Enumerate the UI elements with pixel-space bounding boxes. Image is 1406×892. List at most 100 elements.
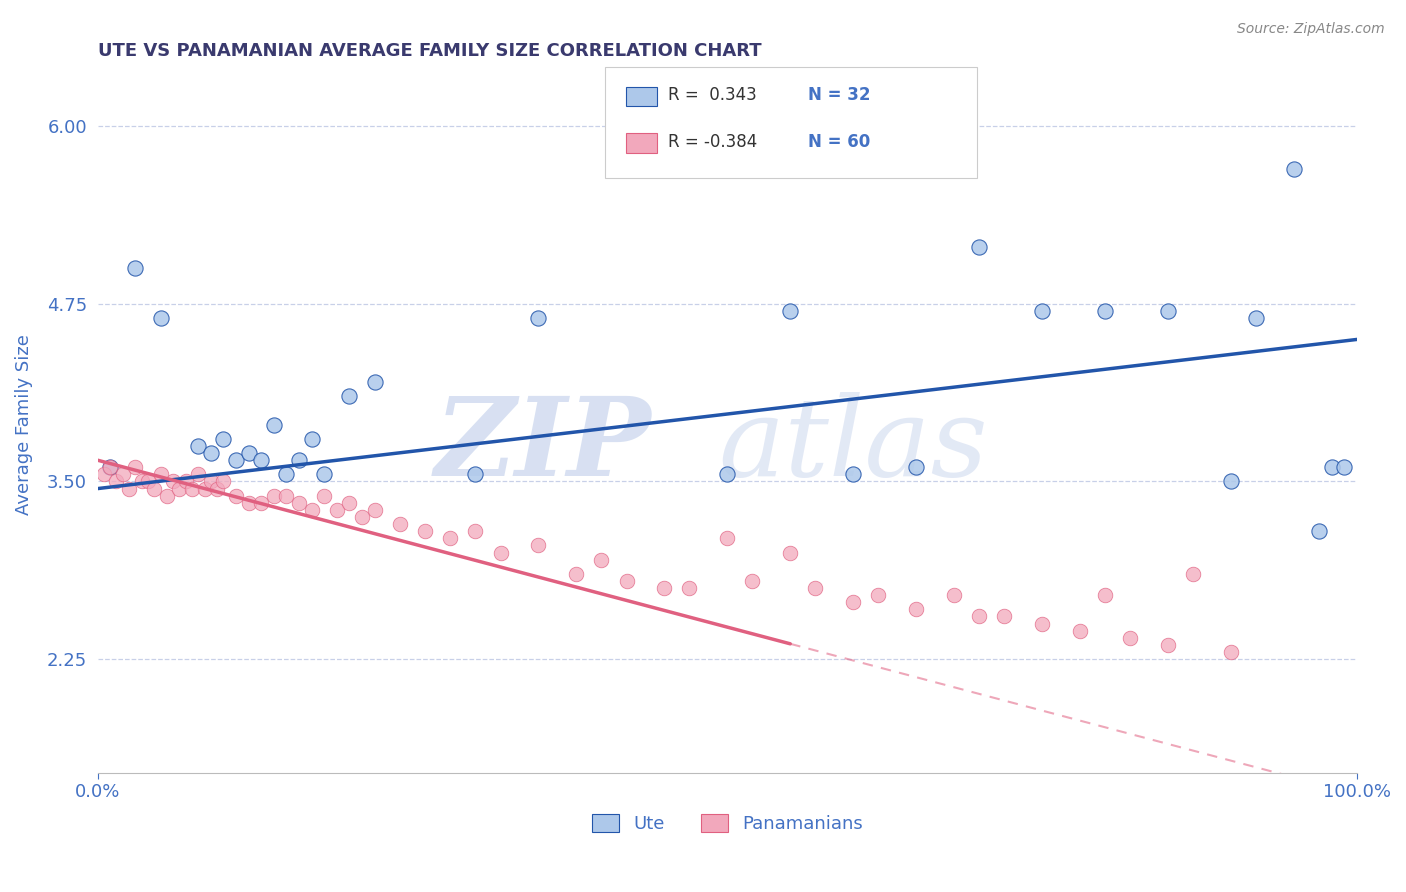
Text: ZIP: ZIP xyxy=(434,392,652,500)
Point xyxy=(124,261,146,276)
Point xyxy=(263,417,285,432)
Point xyxy=(842,467,865,482)
Point xyxy=(225,453,247,467)
Point xyxy=(967,240,990,254)
Point xyxy=(238,446,260,460)
Point xyxy=(205,482,228,496)
Point xyxy=(527,538,550,552)
Point xyxy=(238,496,260,510)
Point xyxy=(905,602,928,616)
Point xyxy=(263,489,285,503)
Point xyxy=(1094,304,1116,318)
Point xyxy=(527,311,550,326)
Point xyxy=(363,375,385,389)
Point xyxy=(1308,524,1330,539)
Point xyxy=(124,460,146,475)
Point xyxy=(98,460,121,475)
Point xyxy=(314,467,336,482)
Point xyxy=(200,475,222,489)
Point xyxy=(194,482,217,496)
Point xyxy=(779,304,801,318)
Point xyxy=(350,510,373,524)
Point xyxy=(301,432,323,446)
Point xyxy=(565,566,588,581)
Point xyxy=(105,475,128,489)
Point xyxy=(187,439,209,453)
Text: N = 32: N = 32 xyxy=(808,87,870,104)
Point xyxy=(288,453,311,467)
Point xyxy=(1157,638,1180,652)
Point xyxy=(967,609,990,624)
Legend: Ute, Panamanians: Ute, Panamanians xyxy=(592,814,863,833)
Point xyxy=(149,467,172,482)
Point xyxy=(1220,475,1243,489)
Point xyxy=(131,475,153,489)
Text: N = 60: N = 60 xyxy=(808,133,870,151)
Point xyxy=(339,496,361,510)
Point xyxy=(1333,460,1355,475)
Point xyxy=(464,524,486,539)
Point xyxy=(413,524,436,539)
Point xyxy=(162,475,184,489)
Point xyxy=(616,574,638,588)
Point xyxy=(388,517,411,532)
Point xyxy=(288,496,311,510)
Point xyxy=(1157,304,1180,318)
Point xyxy=(225,489,247,503)
Point xyxy=(111,467,134,482)
Text: R = -0.384: R = -0.384 xyxy=(668,133,756,151)
Point xyxy=(301,503,323,517)
Point xyxy=(118,482,141,496)
Point xyxy=(489,545,512,559)
Point xyxy=(591,552,613,566)
Text: R =  0.343: R = 0.343 xyxy=(668,87,756,104)
Point xyxy=(779,545,801,559)
Point xyxy=(1220,645,1243,659)
Point xyxy=(363,503,385,517)
Point xyxy=(169,482,191,496)
Point xyxy=(943,588,966,602)
Text: Source: ZipAtlas.com: Source: ZipAtlas.com xyxy=(1237,22,1385,37)
Point xyxy=(716,467,738,482)
Y-axis label: Average Family Size: Average Family Size xyxy=(15,334,32,515)
Point xyxy=(156,489,179,503)
Text: atlas: atlas xyxy=(718,392,988,500)
Point xyxy=(1244,311,1267,326)
Point xyxy=(276,489,298,503)
Point xyxy=(1031,616,1053,631)
Point xyxy=(174,475,197,489)
Point xyxy=(1069,624,1091,638)
Point xyxy=(905,460,928,475)
Point xyxy=(1031,304,1053,318)
Point xyxy=(716,532,738,546)
Point xyxy=(98,460,121,475)
Point xyxy=(250,453,273,467)
Point xyxy=(1094,588,1116,602)
Point xyxy=(678,581,700,595)
Point xyxy=(842,595,865,609)
Point xyxy=(652,581,675,595)
Point xyxy=(1182,566,1205,581)
Point xyxy=(181,482,204,496)
Point xyxy=(212,432,235,446)
Point xyxy=(1320,460,1343,475)
Point xyxy=(339,389,361,403)
Point xyxy=(1282,161,1305,176)
Point xyxy=(1119,631,1142,645)
Point xyxy=(200,446,222,460)
Point xyxy=(93,467,115,482)
Point xyxy=(212,475,235,489)
Point xyxy=(314,489,336,503)
Point xyxy=(187,467,209,482)
Point xyxy=(993,609,1015,624)
Point xyxy=(250,496,273,510)
Point xyxy=(326,503,349,517)
Point xyxy=(276,467,298,482)
Point xyxy=(868,588,890,602)
Point xyxy=(136,475,159,489)
Point xyxy=(149,311,172,326)
Point xyxy=(439,532,461,546)
Point xyxy=(804,581,827,595)
Text: UTE VS PANAMANIAN AVERAGE FAMILY SIZE CORRELATION CHART: UTE VS PANAMANIAN AVERAGE FAMILY SIZE CO… xyxy=(97,42,761,60)
Point xyxy=(741,574,763,588)
